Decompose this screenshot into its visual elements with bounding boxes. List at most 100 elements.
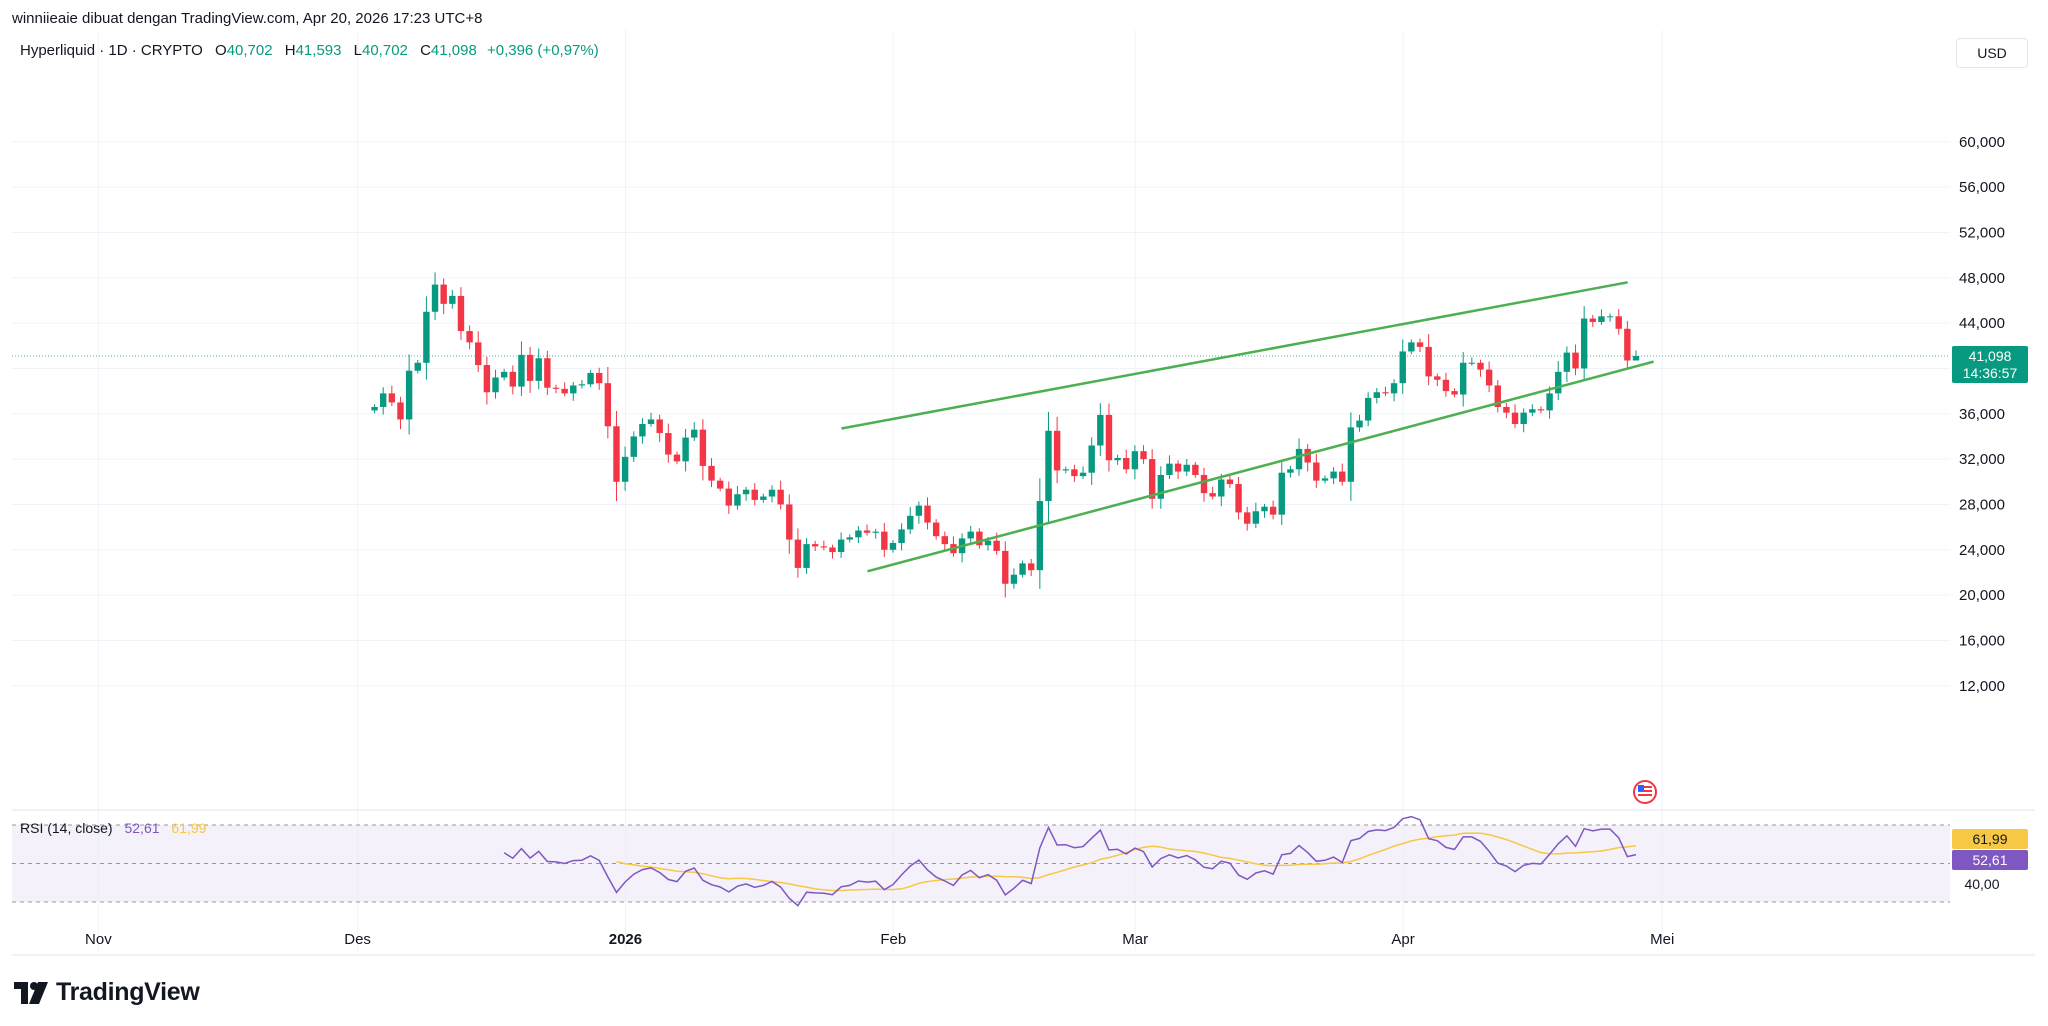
candle[interactable] (1382, 386, 1389, 397)
candle[interactable] (656, 414, 663, 442)
candle[interactable] (1209, 486, 1216, 500)
candle[interactable] (1287, 465, 1294, 478)
candle[interactable] (526, 346, 534, 393)
candle[interactable] (1192, 461, 1199, 478)
candle[interactable] (552, 384, 560, 394)
candle[interactable] (630, 431, 637, 462)
candle[interactable] (1218, 473, 1225, 507)
candle[interactable] (604, 366, 612, 439)
candle[interactable] (570, 382, 577, 401)
candle[interactable] (587, 370, 594, 388)
candle[interactable] (1097, 403, 1104, 456)
candle[interactable] (751, 483, 758, 506)
channel-upper-line[interactable] (841, 281, 1628, 430)
candle[interactable] (1572, 344, 1579, 376)
candle[interactable] (475, 331, 482, 373)
candle[interactable] (380, 387, 387, 415)
candle[interactable] (1105, 403, 1113, 472)
candle[interactable] (405, 354, 413, 435)
candle[interactable] (682, 428, 689, 472)
candle[interactable] (1356, 414, 1363, 432)
candle[interactable] (449, 289, 456, 309)
candle[interactable] (1563, 346, 1571, 383)
candle[interactable] (1494, 380, 1501, 413)
candle[interactable] (1166, 455, 1173, 480)
candle[interactable] (820, 540, 828, 551)
time-axis[interactable]: Nov Des 2026 Feb Mar Apr Mei (85, 931, 1674, 948)
candle[interactable] (760, 493, 767, 503)
candle[interactable] (1606, 313, 1614, 322)
candle[interactable] (1624, 320, 1631, 369)
candle[interactable] (881, 523, 888, 558)
candle[interactable] (1477, 359, 1484, 377)
candle[interactable] (1399, 339, 1406, 394)
candle[interactable] (1261, 503, 1268, 518)
candle[interactable] (1244, 506, 1251, 531)
candle[interactable] (1460, 352, 1467, 407)
candle[interactable] (734, 485, 741, 510)
candle[interactable] (544, 350, 551, 396)
candle[interactable] (803, 538, 810, 574)
candle[interactable] (1174, 460, 1182, 480)
candle[interactable] (1269, 500, 1277, 520)
candle[interactable] (1468, 357, 1476, 366)
candle[interactable] (907, 506, 914, 535)
candle[interactable] (578, 379, 586, 389)
symbol-legend[interactable]: Hyperliquid · 1D · CRYPTO O40,702 H41,59… (20, 42, 599, 59)
candle[interactable] (1485, 361, 1493, 393)
candle[interactable] (1503, 402, 1510, 419)
candle[interactable] (431, 272, 439, 320)
candle[interactable] (1373, 388, 1380, 404)
candle[interactable] (1511, 404, 1519, 429)
candle[interactable] (1123, 449, 1130, 474)
candle[interactable] (1079, 466, 1087, 479)
candle[interactable] (1114, 454, 1121, 465)
candle[interactable] (1157, 466, 1164, 509)
candle[interactable] (1580, 306, 1588, 381)
candle[interactable] (1131, 445, 1139, 480)
candle[interactable] (1632, 350, 1640, 361)
candle[interactable] (1036, 478, 1044, 589)
candle[interactable] (388, 385, 396, 407)
candle[interactable] (699, 419, 707, 481)
candle[interactable] (1235, 476, 1242, 520)
candle[interactable] (837, 532, 845, 558)
candle[interactable] (466, 325, 473, 350)
candle[interactable] (716, 477, 724, 492)
candle[interactable] (518, 341, 525, 396)
candle[interactable] (621, 446, 629, 491)
candle[interactable] (1442, 372, 1450, 397)
candle[interactable] (1434, 373, 1441, 387)
candle[interactable] (708, 458, 715, 488)
candle[interactable] (725, 481, 732, 514)
candle[interactable] (1226, 474, 1234, 488)
candle[interactable] (673, 451, 681, 465)
candle[interactable] (1071, 464, 1078, 482)
candle[interactable] (535, 348, 542, 390)
candle[interactable] (1598, 309, 1605, 325)
candle[interactable] (941, 531, 948, 551)
candle[interactable] (1200, 467, 1208, 502)
candle[interactable] (924, 497, 931, 530)
event-flag-icon[interactable] (1633, 780, 1657, 804)
candles[interactable] (371, 272, 1640, 598)
candle[interactable] (483, 356, 491, 405)
candle[interactable] (889, 540, 897, 553)
currency-button[interactable]: USD (1956, 38, 2028, 68)
candle[interactable] (596, 367, 603, 390)
tradingview-logo[interactable]: TradingView (14, 978, 200, 1007)
channel-lower-line[interactable] (867, 360, 1654, 573)
candle[interactable] (932, 519, 940, 540)
candle[interactable] (768, 485, 776, 503)
candle[interactable] (1555, 361, 1562, 401)
candle[interactable] (1330, 467, 1337, 485)
candle[interactable] (829, 544, 836, 559)
candle[interactable] (898, 523, 905, 551)
candle[interactable] (1390, 379, 1398, 402)
candle[interactable] (639, 418, 646, 444)
candle[interactable] (1416, 338, 1424, 353)
candle[interactable] (397, 396, 404, 430)
candle[interactable] (1183, 458, 1190, 476)
candle[interactable] (500, 369, 508, 381)
candle[interactable] (691, 422, 698, 441)
